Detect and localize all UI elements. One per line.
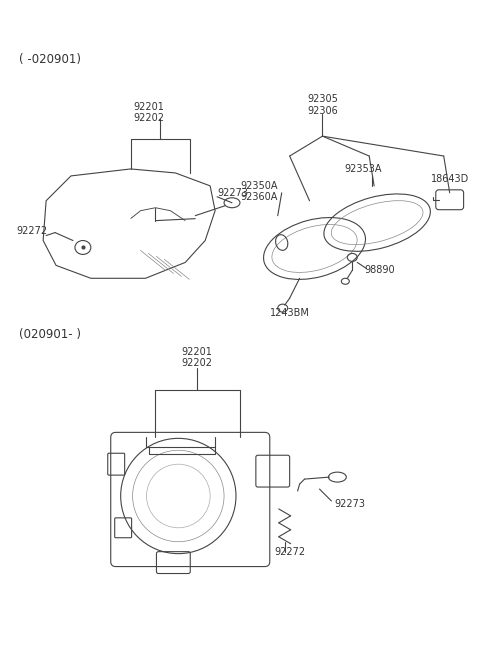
Text: 92272: 92272 <box>16 225 48 236</box>
Text: 92273: 92273 <box>217 188 248 198</box>
Text: 18643D: 18643D <box>431 174 469 184</box>
Text: 1243BM: 1243BM <box>270 308 310 318</box>
Text: 92306: 92306 <box>307 106 338 117</box>
Text: 92350A: 92350A <box>240 181 277 191</box>
Text: 92353A: 92353A <box>344 164 382 174</box>
Text: (020901- ): (020901- ) <box>19 328 81 341</box>
Text: 92202: 92202 <box>133 113 164 123</box>
Text: ( -020901): ( -020901) <box>19 53 81 66</box>
Text: 92305: 92305 <box>307 94 338 104</box>
Text: 92202: 92202 <box>182 358 213 368</box>
Text: 92201: 92201 <box>133 102 164 112</box>
Text: 92201: 92201 <box>182 347 213 357</box>
Text: 98890: 98890 <box>364 265 395 275</box>
Text: 92272: 92272 <box>275 547 306 557</box>
Text: 92360A: 92360A <box>240 192 277 202</box>
Text: 92273: 92273 <box>335 499 365 509</box>
